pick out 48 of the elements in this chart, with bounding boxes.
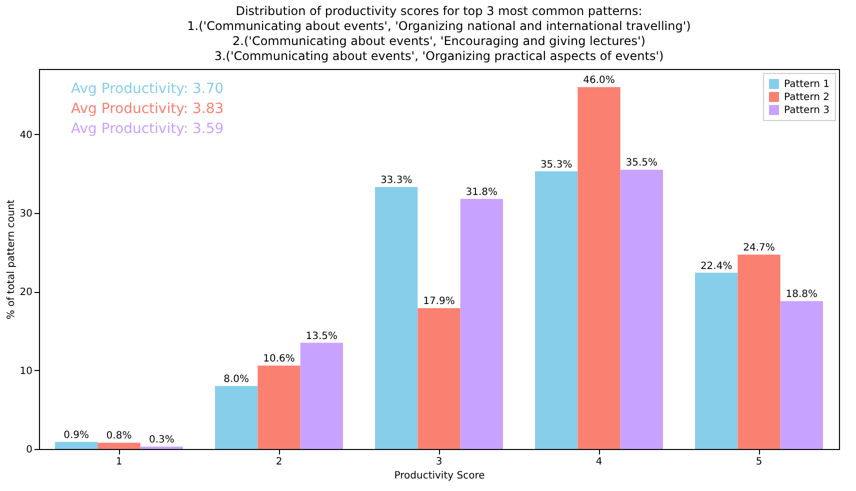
bar bbox=[780, 301, 823, 449]
legend-label: Pattern 2 bbox=[784, 92, 830, 103]
data-label: 0.8% bbox=[106, 430, 132, 442]
bar bbox=[300, 342, 343, 449]
x-tick-label: 4 bbox=[596, 456, 602, 468]
bar bbox=[460, 198, 503, 449]
x-tick-label: 1 bbox=[116, 456, 122, 468]
chart-title: Distribution of productivity scores for top 3 most common patterns: 1.('Communicating about events', 'Organizing national and international travelling') 2.('Communicating about events', 'Encouraging and giving lectures') 3.('Communicating about events', 'Organizing practical aspects of events') bbox=[187, 4, 691, 63]
y-axis-title: % of total pattern count bbox=[6, 200, 17, 320]
data-label: 33.3% bbox=[380, 175, 412, 186]
y-tick-label: 30 bbox=[20, 208, 32, 220]
x-tick-label: 2 bbox=[276, 456, 282, 468]
bar bbox=[375, 187, 418, 449]
bar bbox=[418, 308, 460, 449]
data-label: 22.4% bbox=[700, 260, 732, 272]
bar bbox=[535, 171, 578, 449]
data-label: 46.0% bbox=[583, 75, 615, 86]
y-tick-label: 0 bbox=[26, 444, 32, 456]
data-label: 24.7% bbox=[743, 242, 775, 254]
data-label: 0.3% bbox=[148, 434, 174, 446]
x-axis-title: Productivity Score bbox=[394, 470, 485, 482]
data-label: 35.3% bbox=[540, 159, 572, 170]
bar bbox=[738, 254, 780, 449]
x-tick-label: 5 bbox=[756, 456, 762, 468]
bar bbox=[98, 442, 140, 449]
data-label: 17.9% bbox=[423, 296, 455, 308]
data-label: 13.5% bbox=[306, 330, 338, 342]
bar bbox=[55, 442, 98, 449]
data-label: 18.8% bbox=[786, 289, 818, 300]
data-label: 8.0% bbox=[224, 374, 250, 386]
data-label: 35.5% bbox=[626, 158, 658, 169]
bar bbox=[620, 170, 663, 449]
annotation: Avg Productivity: 3.83 bbox=[71, 101, 224, 117]
annotation: Avg Productivity: 3.59 bbox=[71, 121, 224, 137]
x-tick-label: 3 bbox=[436, 456, 442, 468]
annotation: Avg Productivity: 3.70 bbox=[71, 81, 224, 97]
y-tick-label: 40 bbox=[20, 130, 32, 141]
legend-label: Pattern 3 bbox=[784, 105, 830, 116]
bar bbox=[258, 366, 300, 449]
y-tick-label: 20 bbox=[20, 287, 32, 298]
data-label: 31.8% bbox=[466, 186, 498, 198]
legend-label: Pattern 1 bbox=[784, 79, 830, 90]
data-label: 10.6% bbox=[263, 354, 295, 365]
bar bbox=[215, 386, 258, 449]
y-tick-label: 10 bbox=[20, 366, 32, 377]
bar bbox=[695, 272, 738, 449]
bar bbox=[578, 87, 620, 449]
data-label: 0.9% bbox=[64, 430, 90, 441]
